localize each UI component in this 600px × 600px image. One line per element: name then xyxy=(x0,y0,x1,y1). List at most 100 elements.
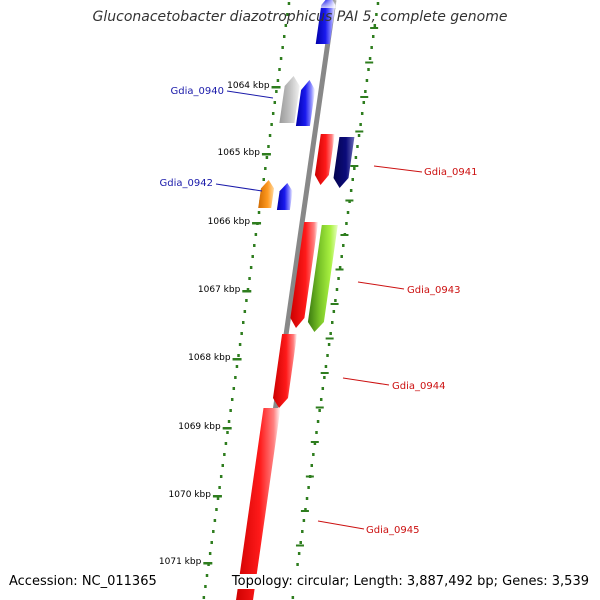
gene-label[interactable]: Gdia_0941 xyxy=(424,167,477,178)
callout-line xyxy=(373,165,423,173)
gene-label[interactable]: Gdia_0942 xyxy=(160,178,213,189)
ring-tick xyxy=(330,303,339,305)
ring-dot xyxy=(340,255,343,258)
genome-summary: Topology: circular; Length: 3,887,492 bp… xyxy=(229,574,591,589)
ring-dot xyxy=(319,398,323,401)
accession-label: Accession: NC_011365 xyxy=(7,574,159,589)
ring-dot xyxy=(310,464,314,467)
ring-dot xyxy=(375,13,378,16)
ring-dot xyxy=(223,453,226,456)
gene-arrow[interactable] xyxy=(333,137,355,188)
ring-dot xyxy=(331,321,334,324)
ring-dot xyxy=(356,145,359,148)
ring-dot xyxy=(291,596,295,599)
ring-dot xyxy=(365,79,369,82)
ring-dot xyxy=(205,574,209,577)
gene-arrow[interactable] xyxy=(279,76,300,123)
ring-dot xyxy=(227,420,231,423)
ring-dot xyxy=(364,90,367,93)
ring-tick xyxy=(365,61,374,64)
ring-dot xyxy=(367,68,370,71)
gene-label[interactable]: Gdia_0944 xyxy=(392,381,445,392)
ring-tick xyxy=(300,510,309,512)
callout-line xyxy=(357,281,405,290)
gene-arrow[interactable] xyxy=(235,408,281,600)
ring-dot xyxy=(202,596,206,599)
ring-dot xyxy=(230,398,234,401)
ring-dot xyxy=(235,365,239,368)
kbp-tick-label: 1067 kbp xyxy=(198,285,241,295)
ring-tick xyxy=(305,475,314,478)
ring-dot xyxy=(318,409,321,412)
ring-dot xyxy=(254,233,258,236)
ring-tick xyxy=(355,130,364,133)
callout-line xyxy=(226,90,274,99)
kbp-tick-label: 1068 kbp xyxy=(188,353,231,363)
gene-arrow[interactable] xyxy=(314,134,335,185)
gene-arrow[interactable] xyxy=(315,0,336,44)
kbp-ticks: 1064 kbp 1065 kbp 1066 kbp 1067 kbp 1068 kbp… xyxy=(159,81,281,567)
ring-dot xyxy=(242,321,245,324)
ring-dot xyxy=(279,57,283,60)
ring-tick xyxy=(345,199,354,202)
ring-dot xyxy=(264,167,267,170)
gene-label[interactable]: Gdia_0945 xyxy=(366,525,419,536)
ring-dot xyxy=(360,112,364,115)
ring-dot xyxy=(246,288,250,291)
ring-dot xyxy=(326,354,329,357)
ring-dot xyxy=(287,2,291,5)
gene-arrow[interactable] xyxy=(273,334,298,408)
gene-arrow[interactable] xyxy=(307,225,338,332)
ring-dot xyxy=(248,277,251,280)
ring-dot xyxy=(215,508,218,511)
gene-label[interactable]: Gdia_0943 xyxy=(407,285,460,296)
ring-dot xyxy=(282,35,286,38)
ring-dot xyxy=(301,530,304,533)
gene-arrow[interactable] xyxy=(295,80,316,126)
ring-dot xyxy=(224,442,228,445)
gene-callouts: Gdia_0940 Gdia_0941 Gdia_0942 Gdia_0943 Gdia… xyxy=(160,86,478,536)
ring-tick xyxy=(310,441,319,443)
ring-dot xyxy=(359,123,362,126)
gene-arrow[interactable] xyxy=(276,183,293,210)
ring-dot xyxy=(275,90,278,93)
ring-dot xyxy=(353,167,356,170)
ring-tick xyxy=(360,96,369,98)
ring-dot xyxy=(337,277,340,280)
ring-dot xyxy=(216,497,220,500)
gene-label[interactable]: Gdia_0940 xyxy=(171,86,224,97)
kbp-tick xyxy=(271,86,281,89)
gene-features xyxy=(235,0,355,600)
ring-dot xyxy=(351,178,354,181)
ring-dot xyxy=(253,244,256,247)
ring-dot xyxy=(299,541,302,544)
ring-dot xyxy=(208,552,212,555)
ring-dot xyxy=(362,101,366,104)
ring-dot xyxy=(323,376,326,379)
kbp-tick xyxy=(203,562,213,565)
ring-dot xyxy=(335,288,339,291)
ring-dot xyxy=(297,552,301,555)
ring-dot xyxy=(354,156,358,159)
gene-arrow[interactable] xyxy=(258,180,274,208)
kbp-tick xyxy=(261,153,271,156)
callout-line xyxy=(215,183,263,192)
dotted-guide-rings xyxy=(202,2,380,599)
kbp-tick-label: 1065 kbp xyxy=(218,148,261,158)
map-title: Gluconacetobacter diazotrophicus PAI 5, … xyxy=(92,9,508,25)
ring-tick xyxy=(350,165,359,167)
kbp-tick-label: 1064 kbp xyxy=(227,81,270,91)
ring-dot xyxy=(307,486,310,489)
ring-dot xyxy=(371,35,375,38)
ring-tick xyxy=(340,234,349,236)
ring-dot xyxy=(327,343,331,346)
kbp-tick xyxy=(242,290,252,293)
ring-dot xyxy=(338,266,342,269)
gene-arrow[interactable] xyxy=(290,222,319,328)
ring-tick xyxy=(295,544,304,547)
ring-dot xyxy=(245,299,248,302)
ring-dot xyxy=(304,508,307,511)
ring-dot xyxy=(276,79,280,82)
ring-dot xyxy=(212,530,215,533)
